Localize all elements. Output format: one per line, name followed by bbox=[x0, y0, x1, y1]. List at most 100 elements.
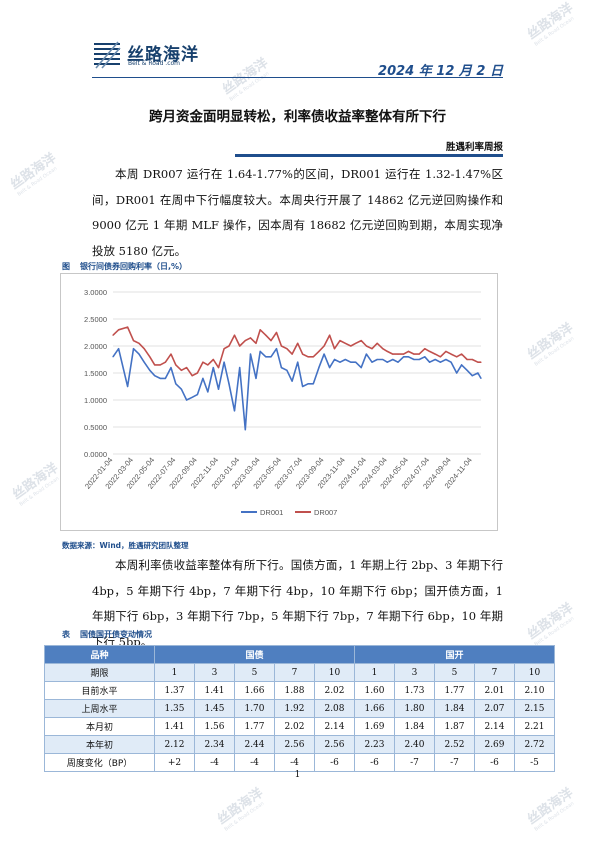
figure-title: 银行间债券回购利率（日,%） bbox=[80, 262, 188, 271]
data-point-dr001 bbox=[360, 367, 362, 369]
table-cell: -6 bbox=[314, 753, 355, 772]
watermark: 丝路海洋 Belt & Road Ocean bbox=[524, 320, 577, 368]
table-cell: 1.35 bbox=[154, 699, 195, 718]
data-point-dr001 bbox=[217, 388, 220, 390]
data-point-dr007 bbox=[339, 340, 341, 342]
data-point-dr001 bbox=[164, 377, 167, 379]
table-cell: 2.12 bbox=[154, 735, 195, 754]
report-tag: 胜遇利率周报 bbox=[445, 142, 503, 153]
data-point-dr007 bbox=[164, 361, 167, 363]
data-point-dr007 bbox=[350, 345, 352, 347]
logo-icon bbox=[92, 40, 122, 70]
data-point-dr001 bbox=[466, 369, 468, 371]
table-cell: 1.41 bbox=[154, 717, 195, 736]
table-row-label: 本年初 bbox=[44, 735, 155, 754]
data-point-dr007 bbox=[418, 353, 420, 355]
table-cell: 2.72 bbox=[514, 735, 555, 754]
y-tick-label: 2.0000 bbox=[84, 342, 107, 351]
data-point-dr001 bbox=[413, 358, 415, 361]
table-cell: 2.44 bbox=[234, 735, 275, 754]
data-point-dr001 bbox=[126, 385, 129, 388]
legend-label-dr007: DR007 bbox=[314, 508, 337, 517]
data-point-dr001 bbox=[191, 396, 193, 398]
table-cell: 2.01 bbox=[474, 681, 515, 700]
data-point-dr007 bbox=[132, 340, 135, 342]
data-point-dr001 bbox=[170, 367, 172, 369]
table-cell: 2.10 bbox=[514, 681, 555, 700]
watermark: 丝路海洋 Belt & Road Ocean bbox=[524, 0, 577, 48]
table-cell: 2.02 bbox=[314, 681, 355, 700]
table-header-cdb: 国开 bbox=[354, 645, 555, 664]
data-point-dr007 bbox=[270, 340, 272, 342]
paragraph-2: 本周利率债收益率整体有所下行。国债方面，1 年期上行 2bp、3 年期下行 4b… bbox=[92, 553, 503, 655]
table-cell: 1.87 bbox=[434, 717, 475, 736]
data-point-dr001 bbox=[445, 358, 447, 361]
data-point-dr001 bbox=[249, 353, 252, 355]
data-point-dr007 bbox=[480, 361, 482, 363]
data-point-dr001 bbox=[402, 356, 405, 358]
data-point-dr001 bbox=[286, 369, 288, 371]
table-header-variety: 品种 bbox=[44, 645, 155, 664]
data-point-dr007 bbox=[196, 372, 198, 374]
table-cell: 1.84 bbox=[394, 717, 435, 736]
data-point-dr007 bbox=[244, 340, 246, 342]
y-tick-label: 0.5000 bbox=[84, 423, 107, 432]
watermark: 丝路海洋 Belt & Road Ocean bbox=[524, 600, 577, 648]
data-point-dr001 bbox=[439, 361, 441, 363]
table-cell: 2.21 bbox=[514, 717, 555, 736]
data-point-dr007 bbox=[376, 342, 378, 344]
data-point-dr001 bbox=[307, 383, 309, 385]
data-point-dr007 bbox=[318, 350, 320, 352]
data-point-dr001 bbox=[477, 372, 479, 374]
data-point-dr007 bbox=[466, 358, 468, 361]
paragraph-2-text: 本周利率债收益率整体有所下行。国债方面，1 年期上行 2bp、3 年期下行 4b… bbox=[92, 558, 503, 649]
data-point-dr007 bbox=[323, 345, 325, 347]
table-cell: 1.56 bbox=[194, 717, 235, 736]
header-divider bbox=[92, 77, 503, 78]
data-point-dr007 bbox=[149, 356, 151, 358]
data-point-dr007 bbox=[424, 348, 426, 350]
data-point-dr001 bbox=[223, 361, 225, 363]
table-cell: 1.70 bbox=[234, 699, 275, 718]
data-point-dr007 bbox=[180, 369, 182, 371]
data-point-dr007 bbox=[249, 337, 252, 339]
legend-label-dr001: DR001 bbox=[260, 508, 283, 517]
data-point-dr001 bbox=[460, 364, 463, 366]
figure-caption: 图 银行间债券回购利率（日,%） bbox=[62, 261, 187, 272]
data-point-dr007 bbox=[217, 367, 220, 369]
data-point-dr007 bbox=[355, 342, 357, 344]
data-point-dr001 bbox=[275, 348, 278, 350]
y-tick-label: 3.0000 bbox=[84, 288, 107, 297]
data-point-dr007 bbox=[202, 361, 204, 363]
table-cell: 1.41 bbox=[194, 681, 235, 700]
chart-frame: 0.0000 0.5000 1.0000 1.5000 2.0000 2.5000 3.00… bbox=[60, 273, 498, 531]
series-line-dr001 bbox=[112, 347, 482, 431]
data-point-dr001 bbox=[143, 361, 145, 363]
table-cell: -4 bbox=[194, 753, 235, 772]
data-point-dr007 bbox=[159, 364, 161, 366]
figure-label: 图 bbox=[62, 262, 70, 271]
data-point-dr001 bbox=[355, 361, 357, 363]
data-point-dr001 bbox=[180, 388, 182, 390]
data-point-dr001 bbox=[291, 380, 293, 382]
bond-table: 品种 国债 国开 期限 1 3 5 7 10 1 3 5 7 10 目前水平 1.37 1.41 1.6… bbox=[44, 645, 555, 772]
data-point-dr007 bbox=[445, 350, 447, 352]
data-point-dr001 bbox=[450, 361, 452, 363]
table-cell: 2.34 bbox=[194, 735, 235, 754]
table-term-cell: 3 bbox=[394, 663, 435, 682]
data-point-dr001 bbox=[471, 375, 473, 377]
data-point-dr007 bbox=[154, 364, 156, 366]
table-row-label: 上周水平 bbox=[44, 699, 155, 718]
table-cell: 2.14 bbox=[314, 717, 355, 736]
table-term-cell: 10 bbox=[314, 663, 355, 682]
data-point-dr001 bbox=[233, 410, 236, 412]
table-cell: 2.08 bbox=[314, 699, 355, 718]
data-point-dr007 bbox=[333, 348, 336, 350]
data-point-dr007 bbox=[312, 356, 314, 358]
table-row-label: 本月初 bbox=[44, 717, 155, 736]
data-point-dr001 bbox=[228, 383, 230, 385]
data-point-dr001 bbox=[344, 358, 346, 361]
table-term-cell: 7 bbox=[274, 663, 315, 682]
y-tick-label: 1.0000 bbox=[84, 396, 107, 405]
data-point-dr007 bbox=[429, 350, 431, 352]
